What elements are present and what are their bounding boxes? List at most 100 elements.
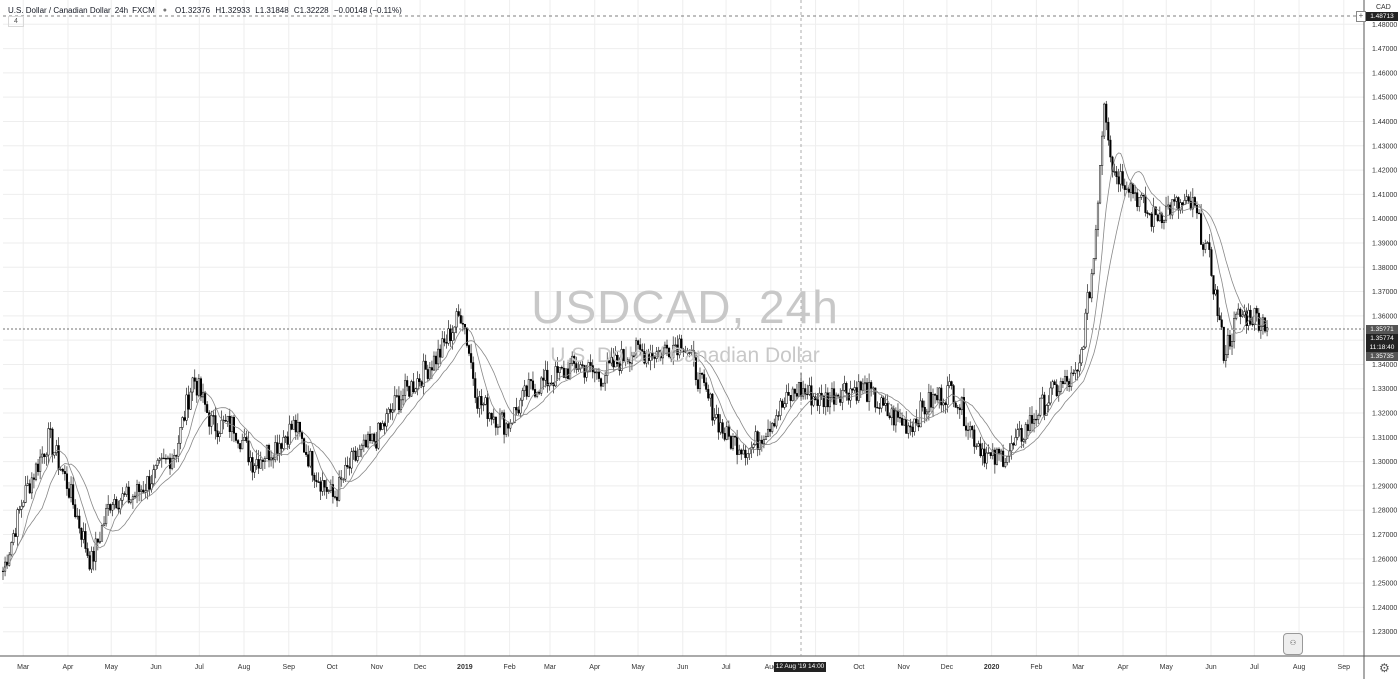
candle-body	[1162, 219, 1166, 223]
candle-body	[544, 369, 547, 381]
candle-body	[1237, 308, 1240, 315]
candle-body	[453, 326, 456, 333]
candle-body	[612, 356, 615, 368]
candle-body	[102, 523, 106, 526]
x-tick-label: Nov	[371, 664, 384, 671]
candle-body	[1078, 362, 1081, 372]
candle-body	[333, 496, 337, 498]
candle-body	[381, 423, 384, 430]
add-alert-icon[interactable]: +	[1356, 11, 1366, 22]
candle-body	[678, 338, 681, 356]
candle-body	[119, 499, 122, 510]
candle-body	[22, 502, 25, 507]
candle-body	[729, 436, 732, 449]
candle-body	[72, 484, 75, 505]
candle-body	[927, 392, 930, 413]
candle-body	[789, 395, 792, 401]
candle-body	[1197, 212, 1201, 215]
y-tick-label: 1.25000	[1372, 581, 1397, 588]
candle-body	[929, 392, 933, 408]
candle-body	[1086, 292, 1089, 314]
candle-body	[1142, 194, 1145, 197]
candle-body	[498, 413, 502, 428]
x-tick-label: May	[1160, 664, 1174, 671]
candle-body	[422, 360, 425, 387]
candle-body	[985, 452, 988, 464]
candle-body	[88, 555, 91, 570]
symbol-name[interactable]: U.S. Dollar / Canadian Dollar	[8, 5, 111, 15]
candle-body	[47, 428, 50, 456]
candle-body	[835, 394, 838, 405]
candle-body	[1012, 443, 1015, 446]
candle-body	[261, 459, 264, 462]
candle-body	[1208, 242, 1211, 250]
candle-body	[517, 409, 520, 414]
candle-body	[731, 436, 735, 449]
settings-gear-icon[interactable]: ⚙	[1379, 661, 1390, 675]
candle-body	[713, 417, 716, 421]
candle-body	[199, 378, 203, 398]
candle-body	[1103, 103, 1106, 137]
candle-body	[585, 371, 588, 378]
candle-body	[993, 449, 996, 465]
candle-body	[140, 489, 143, 492]
candle-body	[146, 476, 149, 492]
candle-body	[490, 412, 493, 420]
candle-body	[1255, 308, 1258, 314]
candle-body	[373, 433, 376, 442]
candle-body	[1239, 308, 1242, 317]
candle-body	[307, 454, 310, 467]
candle-body	[698, 373, 702, 389]
candle-body	[682, 350, 685, 353]
interval[interactable]: 24h	[114, 5, 129, 15]
candle-body	[218, 433, 221, 437]
candle-body	[564, 368, 568, 378]
candle-body	[59, 468, 62, 471]
x-tick-label: Mar	[544, 664, 557, 671]
candle-body	[610, 356, 613, 364]
candle-body	[975, 445, 978, 448]
x-tick-label: Nov	[897, 664, 910, 671]
candle-body	[931, 394, 935, 408]
candle-body	[620, 349, 623, 371]
candle-body	[154, 465, 157, 470]
candle-body	[98, 541, 101, 543]
candle-body	[987, 452, 990, 454]
candle-body	[18, 509, 21, 511]
candle-body	[276, 442, 279, 454]
candle-body	[1257, 312, 1260, 331]
candle-body	[921, 400, 924, 408]
candle-body	[1200, 213, 1203, 245]
candle-body	[661, 347, 664, 359]
candle-body	[703, 374, 706, 383]
candle-body	[1082, 346, 1085, 350]
candle-body	[63, 471, 66, 475]
indicators-toggle-button[interactable]: 4	[8, 16, 24, 27]
candle-body	[1098, 165, 1102, 204]
candle-body	[70, 484, 73, 498]
candle-body	[389, 408, 392, 413]
candle-body	[470, 353, 473, 363]
candle-body	[350, 451, 353, 469]
candle-body	[366, 433, 370, 448]
top-price-label: 1.48713	[1366, 12, 1398, 21]
candle-body	[923, 406, 926, 415]
candle-body	[766, 428, 770, 437]
candle-body	[32, 477, 35, 480]
candle-body	[1117, 176, 1120, 185]
candle-body	[523, 385, 526, 391]
candle-body	[616, 354, 619, 364]
candle-body	[371, 433, 374, 441]
x-tick-label: Feb	[504, 664, 516, 671]
low-value: L1.31848	[255, 5, 289, 15]
candle-body	[484, 397, 487, 405]
candle-body	[296, 421, 299, 433]
candle-body	[1212, 275, 1215, 295]
candle-body	[1144, 195, 1147, 213]
candle-body	[859, 381, 862, 391]
candle-body	[597, 371, 601, 379]
candle-body	[663, 344, 666, 349]
candle-body	[1154, 206, 1157, 216]
x-tick-label: Aug	[1293, 664, 1306, 671]
